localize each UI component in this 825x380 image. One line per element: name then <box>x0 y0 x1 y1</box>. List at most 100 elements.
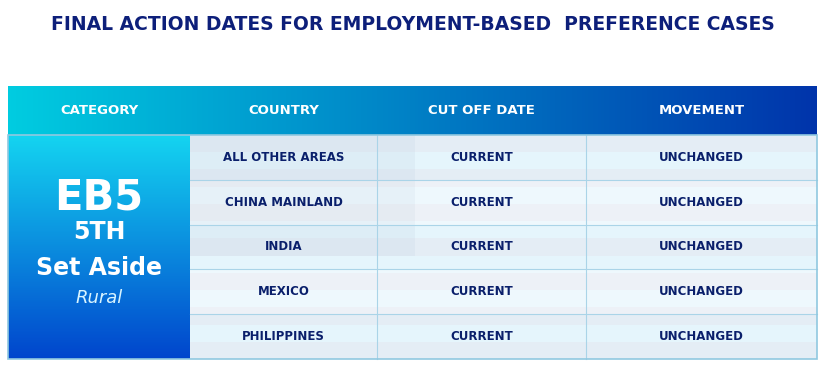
Bar <box>615 86 617 135</box>
Bar <box>342 86 345 135</box>
Bar <box>800 86 804 135</box>
Bar <box>447 86 450 135</box>
Bar <box>515 86 517 135</box>
Bar <box>190 135 416 256</box>
Bar <box>450 86 453 135</box>
Bar <box>146 86 148 135</box>
Bar <box>138 86 140 135</box>
Bar <box>668 86 672 135</box>
Bar <box>351 86 353 135</box>
Bar <box>299 86 302 135</box>
Bar <box>8 209 190 210</box>
Bar <box>412 86 415 135</box>
Bar <box>190 269 817 314</box>
Bar <box>111 86 113 135</box>
Bar <box>8 258 190 259</box>
Bar <box>78 86 81 135</box>
Bar <box>272 86 275 135</box>
Bar <box>598 86 601 135</box>
Bar <box>8 263 190 264</box>
Bar <box>8 234 190 235</box>
Bar <box>8 275 190 276</box>
Bar <box>8 273 190 274</box>
Bar <box>593 86 596 135</box>
Bar <box>216 86 219 135</box>
Bar <box>197 86 200 135</box>
Bar <box>259 86 262 135</box>
Bar <box>8 332 190 333</box>
Bar <box>8 344 190 345</box>
Bar <box>577 86 580 135</box>
Bar <box>8 311 190 312</box>
Bar <box>396 86 399 135</box>
Bar <box>315 86 318 135</box>
Bar <box>8 257 190 258</box>
Bar <box>8 146 190 147</box>
Bar <box>76 86 78 135</box>
Bar <box>623 86 625 135</box>
Bar <box>25 86 27 135</box>
Bar <box>353 86 356 135</box>
Bar <box>8 247 190 248</box>
Bar <box>372 86 375 135</box>
Bar <box>596 86 598 135</box>
Bar <box>687 86 690 135</box>
Bar <box>499 86 502 135</box>
Bar <box>8 228 190 229</box>
Bar <box>8 356 190 357</box>
Bar <box>73 86 76 135</box>
Bar <box>568 86 572 135</box>
Bar <box>87 86 89 135</box>
Bar <box>8 250 190 251</box>
Bar <box>426 86 429 135</box>
Bar <box>8 199 190 200</box>
Bar <box>526 86 528 135</box>
Bar <box>65 86 68 135</box>
Bar <box>814 86 817 135</box>
Bar <box>547 86 550 135</box>
Bar <box>8 236 190 237</box>
Bar <box>8 239 190 240</box>
Bar <box>190 238 817 256</box>
Bar <box>663 86 666 135</box>
Bar <box>19 86 21 135</box>
Bar <box>181 86 183 135</box>
Bar <box>8 229 190 230</box>
Bar <box>8 231 190 232</box>
Bar <box>8 188 190 189</box>
Bar <box>507 86 510 135</box>
Bar <box>8 308 190 309</box>
Bar <box>190 180 817 225</box>
Bar <box>8 223 190 224</box>
Bar <box>8 222 190 223</box>
Bar <box>205 86 208 135</box>
Bar <box>8 333 190 334</box>
Bar <box>119 86 121 135</box>
Bar <box>8 136 190 137</box>
Bar <box>682 86 685 135</box>
Bar <box>8 224 190 225</box>
Text: CURRENT: CURRENT <box>450 285 513 298</box>
Bar <box>502 86 504 135</box>
Bar <box>771 86 774 135</box>
Bar <box>558 86 561 135</box>
Bar <box>8 235 190 236</box>
Bar <box>8 319 190 320</box>
Bar <box>795 86 798 135</box>
Text: UNCHANGED: UNCHANGED <box>659 196 744 209</box>
Bar <box>8 175 190 176</box>
Bar <box>8 339 190 340</box>
Bar <box>8 197 190 198</box>
Bar <box>391 86 394 135</box>
Bar <box>8 312 190 313</box>
Bar <box>580 86 582 135</box>
Bar <box>8 162 190 163</box>
Bar <box>190 187 817 204</box>
Bar <box>251 86 253 135</box>
Bar <box>8 164 190 165</box>
Bar <box>8 291 190 292</box>
Bar <box>370 86 372 135</box>
Bar <box>399 86 402 135</box>
Bar <box>555 86 558 135</box>
Bar <box>698 86 701 135</box>
